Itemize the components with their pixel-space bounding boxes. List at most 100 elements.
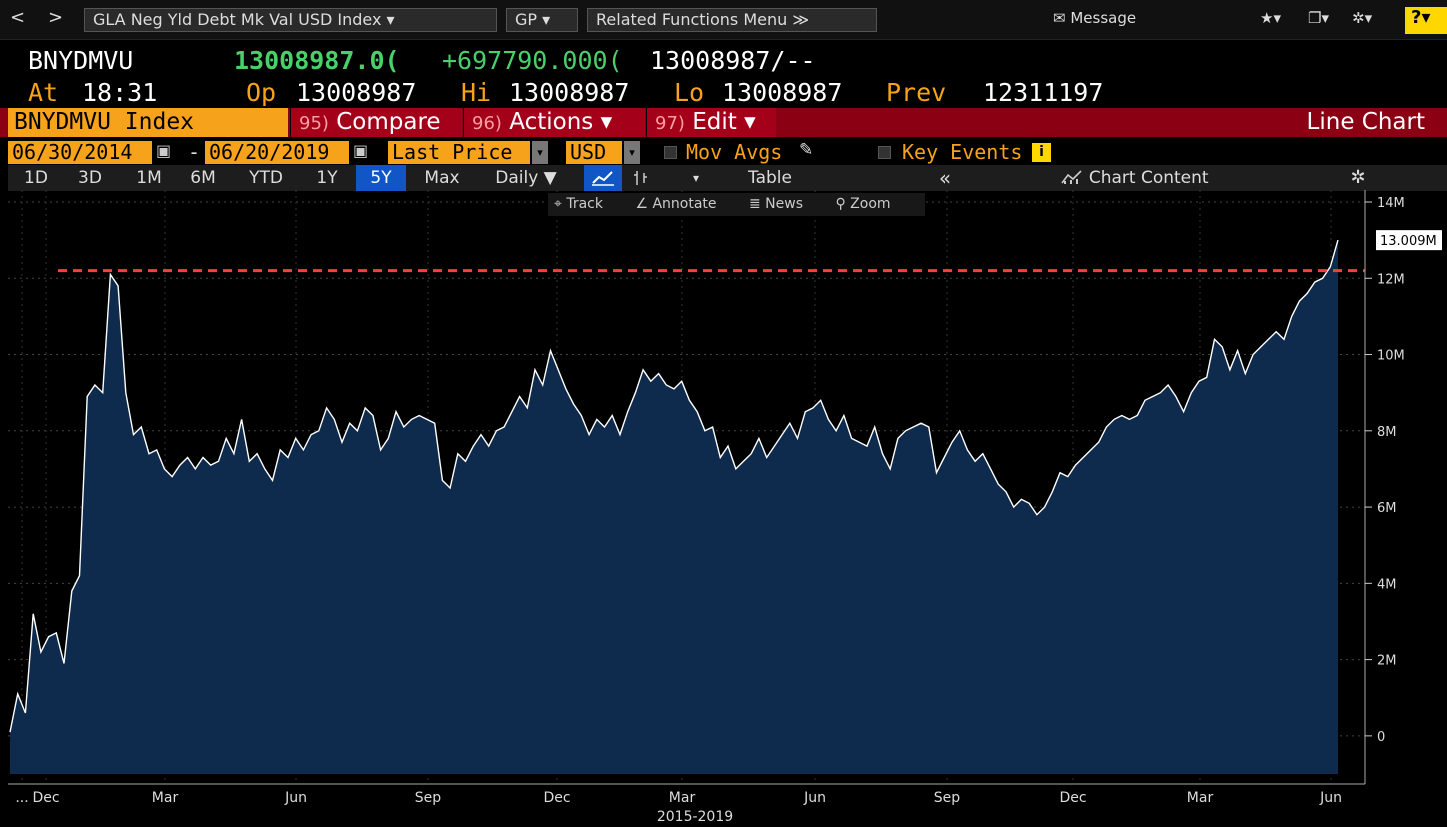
- actions-label: Actions ▾: [509, 109, 613, 135]
- track-tool[interactable]: ⌖ Track: [554, 196, 603, 212]
- time-label: At: [28, 78, 59, 107]
- gear-icon[interactable]: ✲▾: [1352, 9, 1373, 27]
- y-tick-label: 10M: [1377, 349, 1405, 364]
- date-separator: -: [188, 140, 201, 164]
- range-ytd[interactable]: YTD: [249, 168, 283, 188]
- start-date-field[interactable]: 06/30/2014: [8, 141, 152, 164]
- compare-number: 95): [299, 113, 329, 134]
- zoom-tool[interactable]: ⚲ Zoom: [835, 196, 891, 212]
- y-tick-label: 2M: [1377, 654, 1397, 669]
- range-6m[interactable]: 6M: [190, 168, 216, 188]
- track-label: Track: [566, 196, 603, 212]
- high-value: 13008987: [509, 78, 630, 107]
- range-1m[interactable]: 1M: [136, 168, 162, 188]
- high-label: Hi: [461, 78, 492, 107]
- prev-value: 12311197: [983, 78, 1104, 107]
- compare-label: Compare: [336, 109, 441, 135]
- y-tick-label: 4M: [1377, 577, 1397, 592]
- x-tick-label: Mar: [1187, 790, 1214, 806]
- y-tick-label: 6M: [1377, 501, 1397, 516]
- open-label: Op: [246, 78, 277, 107]
- back-arrow-icon[interactable]: <: [10, 7, 26, 28]
- y-tick-label: 12M: [1377, 272, 1405, 287]
- window-icon[interactable]: ❐▾: [1308, 9, 1329, 27]
- quote-time: 18:31: [82, 78, 158, 107]
- range-max[interactable]: Max: [424, 168, 460, 188]
- help-button[interactable]: ?▾: [1405, 7, 1447, 34]
- field-dropdown-icon[interactable]: ▾: [532, 141, 548, 164]
- top-toolbar: < > GLA Neg Yld Debt Mk Val USD Index ▾ …: [0, 0, 1447, 40]
- message-label: Message: [1070, 9, 1137, 27]
- edit-number: 97): [655, 113, 685, 134]
- related-functions-menu[interactable]: Related Functions Menu ≫: [587, 8, 877, 32]
- function-menu[interactable]: GP ▾: [506, 8, 578, 32]
- message-button[interactable]: ✉ Message: [1053, 9, 1136, 27]
- frequency-selector[interactable]: Daily ▼: [495, 168, 557, 188]
- key-events-checkbox[interactable]: [878, 146, 891, 159]
- forward-arrow-icon[interactable]: >: [48, 7, 64, 28]
- chart-content-icon: [1061, 168, 1088, 188]
- annotate-label: Annotate: [652, 196, 717, 212]
- last-price: 13008987.0(: [234, 46, 400, 75]
- x-tick-label: Dec: [1059, 790, 1086, 806]
- mov-avgs-label: Mov Avgs: [686, 140, 783, 164]
- range-1d[interactable]: 1D: [24, 168, 48, 188]
- favorites-star-icon[interactable]: ★▾: [1260, 9, 1281, 27]
- annotate-tool[interactable]: ∠ Annotate: [635, 196, 717, 212]
- security-menu[interactable]: GLA Neg Yld Debt Mk Val USD Index ▾: [84, 8, 497, 32]
- prev-label: Prev: [886, 78, 947, 107]
- bar-chart-icon[interactable]: [626, 165, 656, 191]
- mov-avgs-checkbox[interactable]: [664, 146, 677, 159]
- envelope-icon: ✉: [1053, 9, 1066, 27]
- currency-selector[interactable]: USD: [566, 141, 622, 164]
- start-calendar-icon[interactable]: ▣: [156, 141, 172, 160]
- y-axis: 14M 12M 10M 8M 6M 4M 2M 0: [1365, 196, 1405, 745]
- range-3d[interactable]: 3D: [78, 168, 102, 188]
- key-events-label: Key Events: [902, 140, 1023, 164]
- table-button[interactable]: Table: [748, 168, 792, 188]
- x-axis-year-range: 2015-2019: [657, 809, 733, 825]
- range-bar: [8, 165, 1447, 191]
- collapse-button[interactable]: «: [938, 166, 952, 190]
- actions-button[interactable]: 96) Actions ▾: [463, 108, 645, 137]
- compare-button[interactable]: 95) Compare: [290, 108, 462, 137]
- range-5y[interactable]: 5Y: [356, 165, 406, 191]
- range-1y[interactable]: 1Y: [316, 168, 338, 188]
- x-tick-label: Dec: [543, 790, 570, 806]
- chart-toolstrip: ⌖ Track ∠ Annotate ≣ News ⚲ Zoom: [548, 193, 925, 216]
- y-tick-label: 0: [1377, 730, 1385, 745]
- x-tick-label: Dec: [32, 790, 59, 806]
- chart-content-button[interactable]: Chart Content: [1030, 165, 1240, 191]
- edit-button[interactable]: 97) Edit ▾: [646, 108, 776, 137]
- actions-number: 96): [472, 113, 502, 134]
- field-selector[interactable]: Last Price: [388, 141, 530, 164]
- chart-settings-gear-icon[interactable]: ✲: [1350, 167, 1366, 188]
- x-tick-label: Sep: [934, 790, 961, 806]
- last-value-label: 13.009M: [1380, 234, 1437, 249]
- news-label: News: [765, 196, 803, 212]
- currency-dropdown-icon[interactable]: ▾: [624, 141, 640, 164]
- news-tool[interactable]: ≣ News: [748, 196, 803, 212]
- end-date-field[interactable]: 06/20/2019: [205, 141, 349, 164]
- x-tick-label: ...: [15, 790, 28, 806]
- x-tick-label: Mar: [152, 790, 179, 806]
- y-tick-label: 14M: [1377, 196, 1405, 211]
- low-value: 13008987: [722, 78, 843, 107]
- ticker-symbol: BNYDMVU: [28, 46, 134, 75]
- low-label: Lo: [674, 78, 705, 107]
- price-area: [10, 240, 1338, 775]
- info-icon[interactable]: i: [1032, 143, 1051, 162]
- last-value-box: [1376, 230, 1442, 251]
- end-calendar-icon[interactable]: ▣: [353, 141, 369, 160]
- open-value: 13008987: [296, 78, 417, 107]
- security-field[interactable]: BNYDMVU Index: [8, 108, 288, 137]
- line-chart-icon[interactable]: [584, 165, 622, 191]
- pencil-icon[interactable]: ✎: [799, 140, 814, 160]
- y-tick-label: 8M: [1377, 425, 1397, 440]
- chart-style-dropdown-icon[interactable]: ▾: [692, 171, 700, 185]
- x-tick-label: Sep: [415, 790, 442, 806]
- price-chart[interactable]: 13.009M 14M 12M 10M 8M 6M 4M 2M 0 ... Dec Mar Jun S…: [0, 190, 1447, 827]
- x-tick-label: Jun: [1319, 790, 1342, 806]
- bid-ask: 13008987/--: [650, 46, 816, 75]
- x-axis: ... Dec Mar Jun Sep Dec Mar Jun Sep Dec Mar Jun: [15, 790, 1342, 806]
